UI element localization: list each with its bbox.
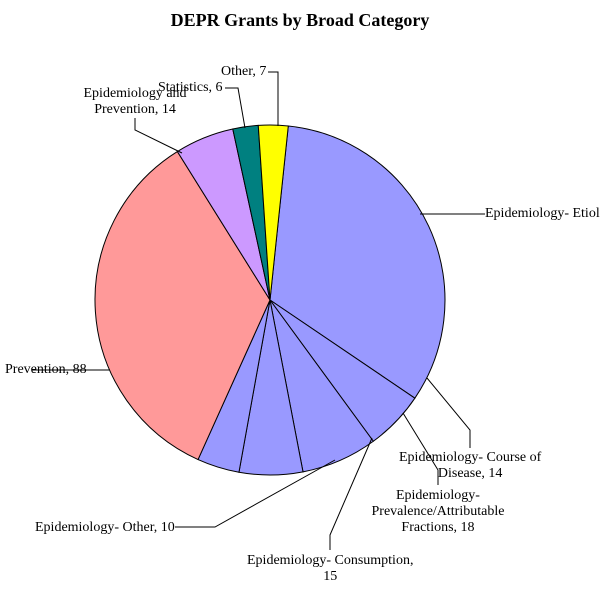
label-prevention: Prevention, 88 (5, 362, 87, 378)
label-prevalence: Epidemiology- Prevalence/Attributable Fr… (372, 488, 505, 536)
label-other-epi: Epidemiology- Other, 10 (35, 520, 175, 536)
label-statistics: Statistics, 6 (158, 80, 223, 96)
leader-line (268, 72, 278, 126)
label-other: Other, 7 (221, 64, 266, 80)
label-etiology: Epidemiology- Etiology, 84 (485, 206, 600, 222)
leader-line (225, 88, 245, 128)
chart-container: DEPR Grants by Broad Category Epidemiolo… (0, 0, 600, 605)
leader-line (427, 378, 470, 448)
label-course: Epidemiology- Course of Disease, 14 (399, 450, 541, 482)
label-consumption: Epidemiology- Consumption, 15 (247, 553, 413, 585)
leader-line (135, 118, 182, 153)
